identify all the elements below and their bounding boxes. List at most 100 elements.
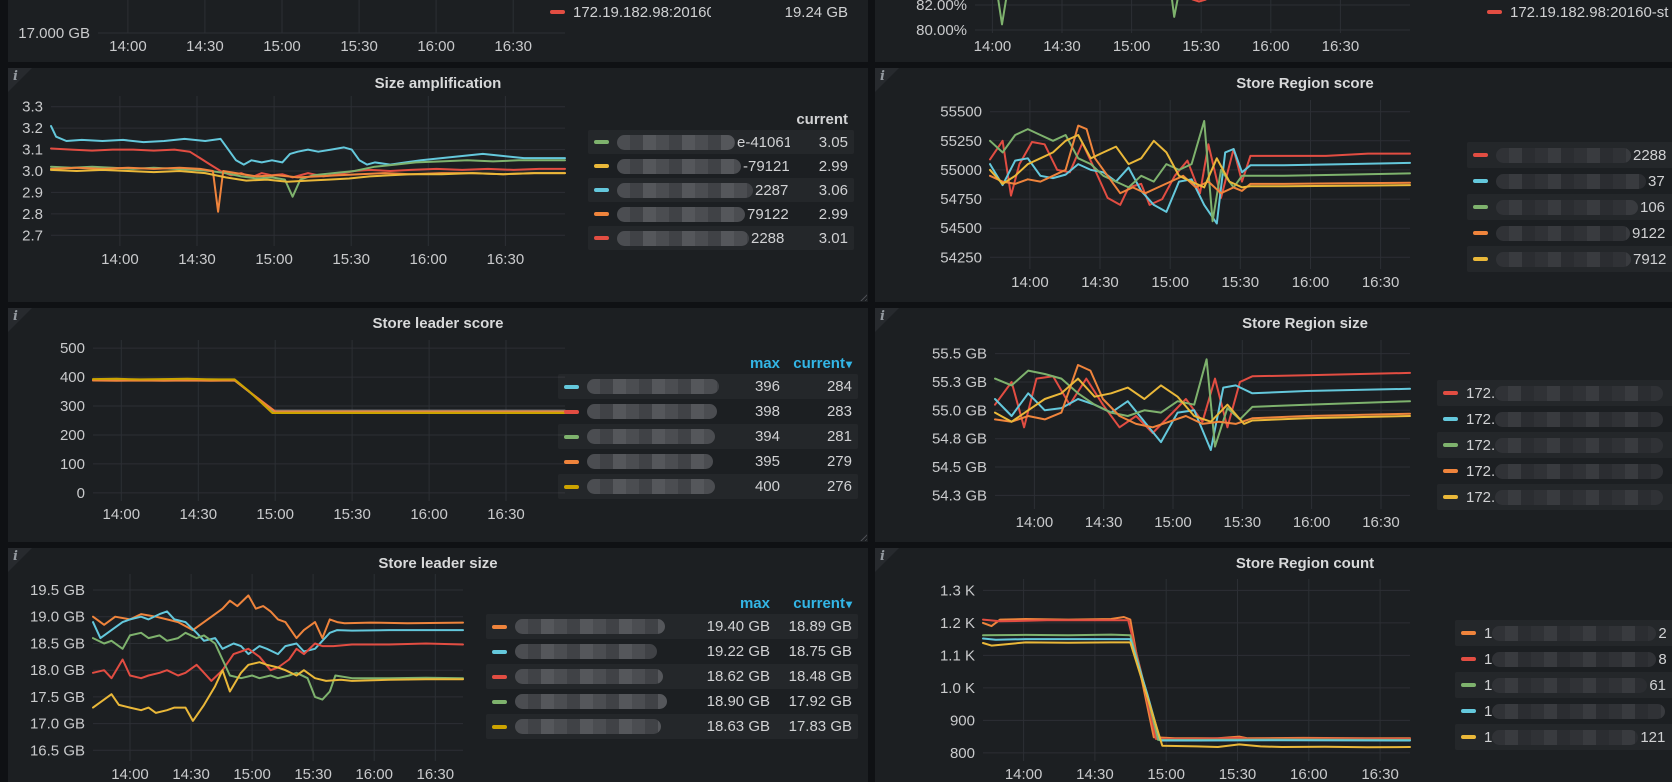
legend-max-value: 18.63 GB <box>706 718 770 735</box>
svg-text:14:00: 14:00 <box>1005 766 1043 782</box>
legend-row[interactable]: 79122 2.99 <box>588 202 854 226</box>
series-label-fragment: 1 <box>1484 728 1493 746</box>
chart-canvas[interactable]: 82.00% 80.00% 14:00 14:30 15:00 15:30 16:00 16:… <box>875 0 1672 62</box>
legend-row[interactable]: 18.62 GB 18.48 GB <box>486 664 858 689</box>
panel-store-region-count: Store Region count 1.3 K 1.2 K 1.1 K 1.0 K 9… <box>875 548 1672 782</box>
panel-title[interactable]: Store Region score <box>1236 75 1374 92</box>
legend-row[interactable]: 396 284 <box>558 374 858 399</box>
legend-row[interactable]: 395 279 <box>558 449 858 474</box>
legend-row[interactable]: 172. <box>1437 432 1672 458</box>
svg-text:16:00: 16:00 <box>1293 514 1331 531</box>
series-color-swatch <box>594 236 609 240</box>
legend-row[interactable]: 400 276 <box>558 474 858 499</box>
legend-max-value: 18.62 GB <box>706 668 770 685</box>
legend-row[interactable]: e-41061 3.05 <box>588 130 854 154</box>
svg-text:15:00: 15:00 <box>1113 38 1151 55</box>
panel-info-corner[interactable] <box>875 68 899 92</box>
legend-max-value: 18.90 GB <box>706 693 770 710</box>
panel-title[interactable]: Size amplification <box>374 75 502 92</box>
svg-text:15:30: 15:30 <box>340 38 378 55</box>
legend-row[interactable]: 19.22 GB 18.75 GB <box>486 639 858 664</box>
legend-row[interactable]: 398 283 <box>558 399 858 424</box>
legend-row[interactable]: 394 281 <box>558 424 858 449</box>
panel-title[interactable]: Store Region size <box>1242 315 1368 332</box>
panel-info-corner[interactable] <box>8 308 32 332</box>
svg-text:14:00: 14:00 <box>103 506 141 523</box>
legend-row[interactable]: 2288 <box>1467 142 1672 168</box>
chart-canvas[interactable]: 55500 55250 55000 54750 54500 54250 14:00 14:30… <box>875 68 1672 302</box>
legend-row[interactable]: 37 <box>1467 168 1672 194</box>
panel-title[interactable]: Store leader size <box>378 555 498 572</box>
chart-canvas[interactable]: 17.000 GB 14:00 14:30 15:00 15:30 16:00 16:30 <box>8 0 868 62</box>
redacted-series-label <box>587 379 719 394</box>
series-color-swatch <box>564 384 579 389</box>
svg-text:3.0: 3.0 <box>22 163 43 180</box>
legend-current-value: 276 <box>826 478 852 495</box>
chart-canvas[interactable]: 500 400 300 200 100 0 14:00 14:30 15:00 15:30 16:0… <box>8 308 868 542</box>
series-color-swatch <box>1461 657 1476 661</box>
panel-info-corner[interactable] <box>8 68 32 92</box>
chart-canvas[interactable]: 55.5 GB 55.3 GB 55.0 GB 54.8 GB 54.5 GB 54.3 … <box>875 308 1672 542</box>
svg-text:15:30: 15:30 <box>294 766 332 782</box>
legend-row[interactable]: 172. <box>1437 484 1672 510</box>
legend-row[interactable]: 2287 3.06 <box>588 178 854 202</box>
legend-col-current[interactable]: current <box>770 595 852 612</box>
legend-row[interactable]: 1 <box>1455 698 1672 724</box>
legend-row[interactable]: 18.90 GB 17.92 GB <box>486 689 858 714</box>
panel-title[interactable]: Store leader score <box>372 315 504 332</box>
legend-max-value: 19.22 GB <box>706 643 770 660</box>
legend-col-current[interactable]: current <box>780 355 852 372</box>
legend-col-current[interactable]: current <box>796 110 848 128</box>
redacted-series-label <box>1492 677 1648 693</box>
redacted-series-label <box>515 694 667 709</box>
legend-row[interactable]: -79121 2.99 <box>588 154 854 178</box>
legend-row[interactable]: 172. <box>1437 458 1672 484</box>
series-color-swatch <box>550 10 565 14</box>
panel-title[interactable]: Store Region count <box>1235 555 1375 572</box>
legend-current-value: 18.48 GB <box>788 668 852 685</box>
legend-row[interactable]: 2288 3.01 <box>588 226 854 250</box>
series-color-swatch <box>492 624 507 629</box>
chart-canvas[interactable]: 3.3 3.2 3.1 3.0 2.9 2.8 2.7 14:00 14:30 15:00 15:3… <box>8 68 868 302</box>
legend-row[interactable]: 19.40 GB 18.89 GB <box>486 614 858 639</box>
svg-text:16:00: 16:00 <box>410 251 448 268</box>
panel-info-corner[interactable] <box>875 548 899 572</box>
svg-text:14:30: 14:30 <box>1076 766 1114 782</box>
panel-resize-handle[interactable] <box>858 532 867 541</box>
series-color-swatch <box>594 164 609 168</box>
series-color-swatch <box>1487 10 1502 14</box>
series-color-swatch <box>1443 443 1458 447</box>
legend-current-value: 2.99 <box>818 205 848 223</box>
svg-text:18.0 GB: 18.0 GB <box>30 662 85 679</box>
series-label-fragment: 9122 <box>1632 224 1666 242</box>
svg-text:2.7: 2.7 <box>22 227 43 244</box>
panel-resize-handle[interactable] <box>858 292 867 301</box>
legend-row[interactable]: 172. <box>1437 380 1672 406</box>
legend-col-max[interactable]: max <box>749 354 780 372</box>
legend-row[interactable]: 172. <box>1437 406 1672 432</box>
legend-col-max[interactable]: max <box>739 594 770 612</box>
legend-row[interactable]: 172.19.182.98:20160-store-42288 19.24 GB <box>544 2 854 22</box>
legend-row[interactable]: 1 121 <box>1455 724 1672 750</box>
legend-max-value: 400 <box>754 478 780 495</box>
legend-row[interactable]: 7912 <box>1467 246 1672 272</box>
info-icon <box>13 69 18 84</box>
legend-row[interactable]: 9122 <box>1467 220 1672 246</box>
panel-info-corner[interactable] <box>8 548 32 572</box>
svg-text:400: 400 <box>60 369 85 386</box>
panel-info-corner[interactable] <box>875 308 899 332</box>
panel-store-leader-score: Store leader score 500 400 300 200 100 0 14:00… <box>8 308 868 542</box>
legend-row[interactable]: 106 <box>1467 194 1672 220</box>
svg-text:15:30: 15:30 <box>1182 38 1220 55</box>
sort-caret-icon <box>845 595 852 612</box>
svg-text:14:00: 14:00 <box>111 766 149 782</box>
legend-row[interactable]: 172.19.182.98:20160-st <box>1481 2 1672 22</box>
svg-text:14:30: 14:30 <box>1081 274 1119 291</box>
legend-row[interactable]: 18.63 GB 17.83 GB <box>486 714 858 739</box>
legend-row[interactable]: 1 61 <box>1455 672 1672 698</box>
redacted-series-label <box>617 182 753 198</box>
series-label-fragment: 79122 <box>747 205 789 223</box>
